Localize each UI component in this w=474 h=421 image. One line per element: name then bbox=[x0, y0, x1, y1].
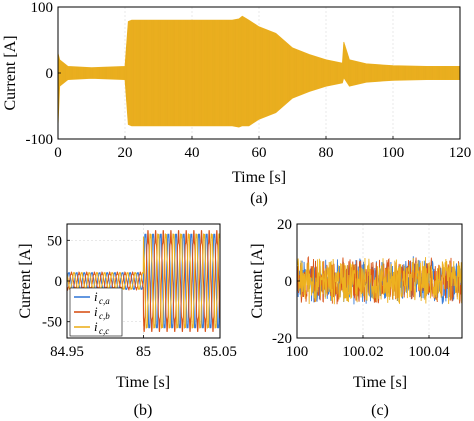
legend-b: i c,ai c,bi c,c bbox=[69, 287, 123, 337]
legend-sub-b-0: c,a bbox=[99, 296, 110, 306]
ytick-label-a-1: 0 bbox=[46, 66, 54, 82]
legend-label-b-0: i bbox=[94, 289, 98, 304]
ytick-label-a-0: -100 bbox=[26, 132, 54, 148]
ytick-label-a-2: 100 bbox=[31, 0, 54, 16]
ticks-b: 84.95 85 85.05 -50 0 50 bbox=[42, 233, 237, 360]
xtick-label-c-1: 100.02 bbox=[342, 344, 383, 360]
xtick-label-a-2: 40 bbox=[185, 145, 200, 161]
xtick-label-a-4: 80 bbox=[319, 145, 334, 161]
series-line-c-1 bbox=[297, 255, 462, 305]
caption-c: (c) bbox=[371, 402, 389, 419]
ytick-label-b-1: 0 bbox=[55, 274, 63, 290]
ylabel-a: Current [A] bbox=[2, 35, 19, 110]
xtick-label-a-3: 60 bbox=[252, 145, 267, 161]
xlabel-a: Time [s] bbox=[232, 169, 286, 186]
caption-b: (b) bbox=[134, 402, 153, 419]
xlabel-c: Time [s] bbox=[353, 374, 407, 391]
series-group-c bbox=[297, 255, 462, 305]
marks-c bbox=[297, 255, 462, 305]
ytick-label-c-0: -20 bbox=[272, 331, 292, 347]
xtick-label-b-0: 84.95 bbox=[50, 344, 84, 360]
xtick-label-c-2: 100.04 bbox=[408, 344, 450, 360]
oscillation-lines-a bbox=[58, 16, 460, 127]
series-line-b-0 bbox=[67, 233, 220, 329]
ticks-c: 100 100.02 100.04 -20 0 20 bbox=[272, 217, 450, 360]
marks-a bbox=[57, 15, 461, 128]
ylabel-b: Current [A] bbox=[17, 243, 34, 318]
ylabel-c: Current [A] bbox=[249, 243, 266, 318]
legend-sub-b-2: c,c bbox=[99, 326, 109, 336]
legend-label-b-2: i bbox=[94, 319, 98, 334]
xtick-label-b-1: 85 bbox=[136, 344, 151, 360]
xlabel-b: Time [s] bbox=[116, 374, 170, 391]
legend-sub-b-1: c,b bbox=[99, 311, 110, 321]
legend-label-b-1: i bbox=[94, 304, 98, 319]
series-line-c-2 bbox=[297, 257, 462, 305]
ytick-label-b-2: 50 bbox=[47, 233, 62, 249]
xtick-label-a-0: 0 bbox=[54, 145, 62, 161]
xtick-label-c-0: 100 bbox=[286, 344, 309, 360]
xtick-label-a-6: 120 bbox=[449, 145, 472, 161]
xtick-label-b-2: 85.05 bbox=[203, 344, 237, 360]
series-line-b-1 bbox=[67, 230, 220, 332]
xtick-label-a-1: 20 bbox=[118, 145, 133, 161]
xtick-label-a-5: 100 bbox=[382, 145, 405, 161]
panel-c: 100 100.02 100.04 -20 0 20 Time [s] Current [… bbox=[249, 217, 463, 419]
caption-a: (a) bbox=[250, 190, 268, 207]
ytick-label-c-1: 0 bbox=[285, 274, 293, 290]
ytick-label-c-2: 20 bbox=[277, 217, 292, 233]
ytick-label-b-0: -50 bbox=[42, 315, 62, 331]
